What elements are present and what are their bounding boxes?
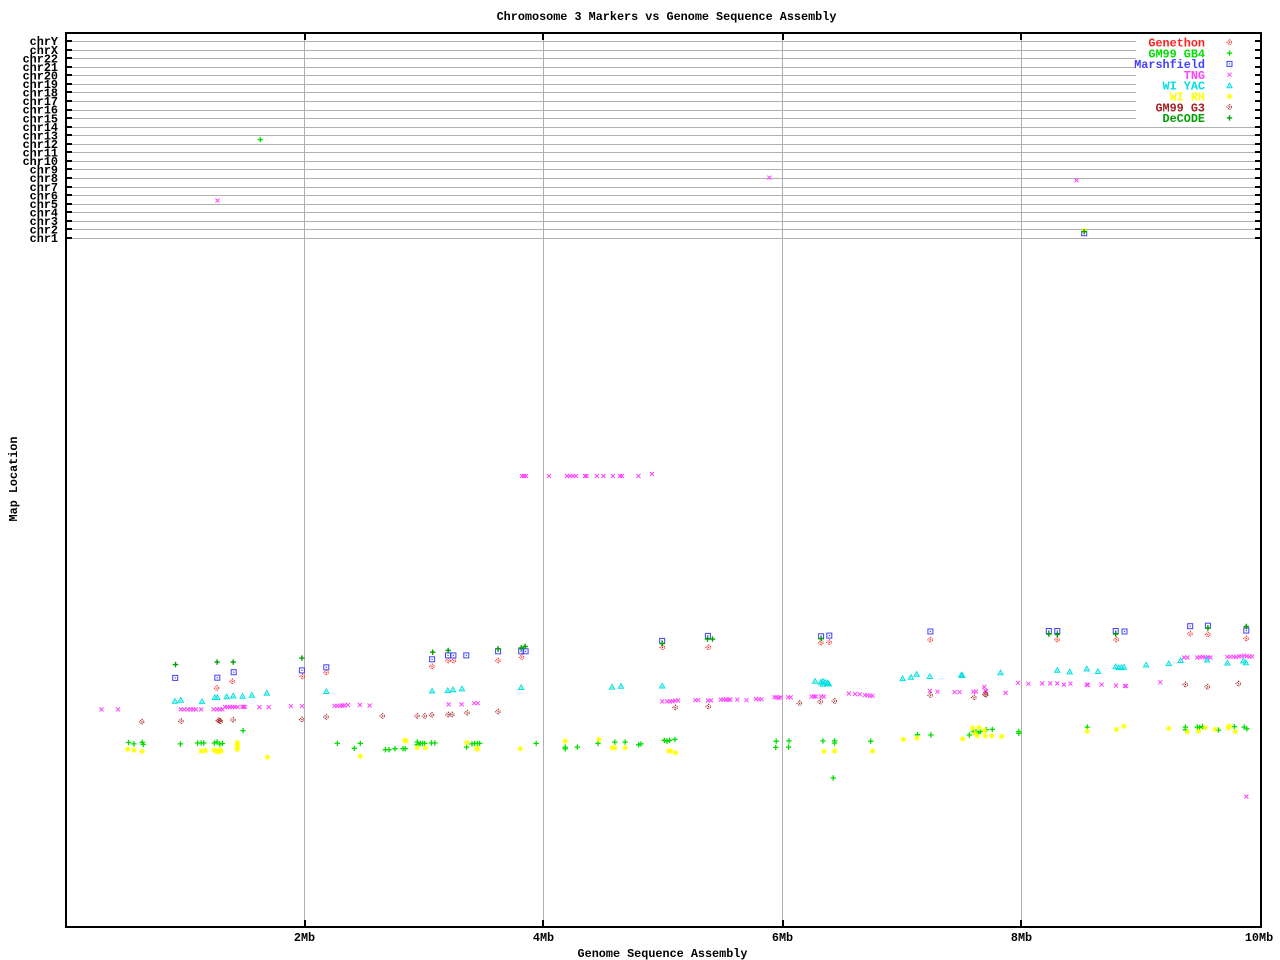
svg-text:6Mb: 6Mb — [772, 931, 793, 945]
svg-text:chr7: chr7 — [30, 181, 58, 195]
svg-text:chr5: chr5 — [30, 198, 58, 212]
svg-text:chr20: chr20 — [23, 69, 58, 83]
svg-text:Chromosome 3 Markers vs Genome: Chromosome 3 Markers vs Genome Sequence … — [497, 10, 837, 24]
svg-text:chrX: chrX — [30, 44, 59, 58]
svg-text:chr17: chr17 — [23, 95, 58, 109]
svg-text:4Mb: 4Mb — [533, 931, 554, 945]
svg-text:chr15: chr15 — [23, 112, 58, 126]
svg-text:Genethon: Genethon — [1148, 37, 1205, 51]
svg-text:chr22: chr22 — [23, 52, 58, 66]
svg-text:chr18: chr18 — [23, 87, 58, 101]
svg-text:chr14: chr14 — [23, 121, 58, 135]
svg-text:chr11: chr11 — [23, 147, 58, 161]
svg-text:chr2: chr2 — [30, 224, 58, 238]
svg-text:chr13: chr13 — [23, 129, 58, 143]
svg-text:10Mb: 10Mb — [1245, 931, 1273, 945]
svg-text:TNG: TNG — [1184, 69, 1205, 83]
svg-text:chrY: chrY — [30, 35, 59, 49]
svg-text:GM99 GB4: GM99 GB4 — [1148, 47, 1205, 61]
svg-text:8Mb: 8Mb — [1011, 931, 1032, 945]
svg-text:chr9: chr9 — [30, 164, 58, 178]
svg-text:chr21: chr21 — [23, 61, 58, 75]
svg-text:chr10: chr10 — [23, 155, 58, 169]
svg-text:chr6: chr6 — [30, 189, 58, 203]
svg-text:chr3: chr3 — [30, 215, 58, 229]
svg-text:chr1: chr1 — [30, 232, 58, 246]
svg-text:WI RH: WI RH — [1170, 91, 1205, 105]
svg-text:Map Location: Map Location — [7, 437, 21, 522]
svg-text:chr4: chr4 — [30, 207, 58, 221]
svg-text:GM99 G3: GM99 G3 — [1155, 101, 1205, 115]
svg-text:WI YAC: WI YAC — [1163, 80, 1205, 94]
svg-text:chr19: chr19 — [23, 78, 58, 92]
svg-text:2Mb: 2Mb — [294, 931, 315, 945]
svg-text:chr16: chr16 — [23, 104, 58, 118]
svg-text:DeCODE: DeCODE — [1163, 112, 1205, 126]
svg-text:chr12: chr12 — [23, 138, 58, 152]
svg-text:chr8: chr8 — [30, 172, 58, 186]
svg-text:Genome Sequence Assembly: Genome Sequence Assembly — [578, 947, 748, 960]
svg-text:Marshfield: Marshfield — [1134, 58, 1205, 72]
